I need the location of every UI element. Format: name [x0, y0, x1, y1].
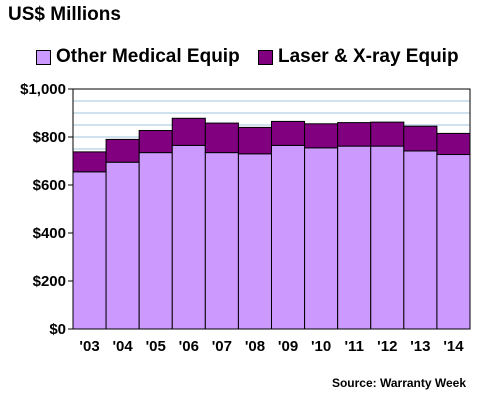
legend-label-laser-xray: Laser & X-ray Equip	[278, 46, 459, 67]
x-tick-label: '13	[410, 338, 430, 355]
x-tick-label: '12	[377, 338, 397, 355]
bar-laser-xray-0	[72, 151, 107, 173]
legend-item-other-medical: Other Medical Equip	[36, 46, 240, 68]
bar-other-medical-0	[72, 171, 107, 330]
y-tick-label: $400	[33, 225, 66, 242]
plot-border	[72, 88, 471, 330]
y-tick-label: $1,000	[20, 81, 66, 98]
bar-laser-xray-9	[370, 121, 405, 147]
x-tick-label: '09	[278, 338, 298, 355]
bar-other-medical-1	[105, 161, 140, 330]
bar-laser-xray-8	[337, 122, 372, 147]
bar-other-medical-2	[138, 152, 173, 330]
bar-laser-xray-2	[138, 130, 173, 154]
bar-other-medical-7	[304, 147, 339, 330]
y-tick-label: $200	[33, 273, 66, 290]
y-tick-label: $800	[33, 129, 66, 146]
legend-swatch-laser-xray	[258, 49, 273, 65]
bar-other-medical-4	[204, 152, 239, 330]
legend-swatch-other-medical	[36, 49, 51, 65]
legend-item-laser-xray: Laser & X-ray Equip	[258, 46, 459, 68]
bar-other-medical-5	[237, 153, 273, 330]
x-tick-label: '04	[112, 338, 133, 355]
x-tick-label: '14	[443, 338, 464, 355]
bar-other-medical-3	[171, 144, 206, 330]
bar-laser-xray-10	[403, 125, 438, 152]
bar-laser-xray-1	[105, 138, 140, 163]
bar-other-medical-9	[370, 145, 405, 330]
bar-laser-xray-6	[271, 120, 306, 146]
bar-laser-xray-7	[304, 123, 339, 149]
bar-other-medical-10	[403, 150, 438, 330]
x-tick-label: '03	[79, 338, 99, 355]
x-tick-label: '08	[245, 338, 265, 355]
x-tick-label: '06	[179, 338, 199, 355]
x-tick-label: '07	[212, 338, 232, 355]
bar-laser-xray-5	[237, 126, 273, 155]
legend-label-other-medical: Other Medical Equip	[56, 46, 240, 67]
bar-other-medical-8	[337, 145, 372, 330]
y-tick-label: $600	[33, 177, 66, 194]
x-tick-label: '05	[146, 338, 166, 355]
x-tick-label: '11	[344, 338, 363, 355]
source-note: Source: Warranty Week	[331, 376, 466, 390]
bar-other-medical-11	[436, 154, 471, 330]
x-tick-label: '10	[311, 338, 331, 355]
bar-laser-xray-4	[204, 122, 239, 154]
chart-title: US$ Millions	[8, 4, 121, 25]
bar-laser-xray-11	[436, 132, 471, 156]
y-tick-label: $0	[49, 321, 66, 338]
bar-laser-xray-3	[171, 117, 206, 146]
bar-other-medical-6	[271, 144, 306, 330]
